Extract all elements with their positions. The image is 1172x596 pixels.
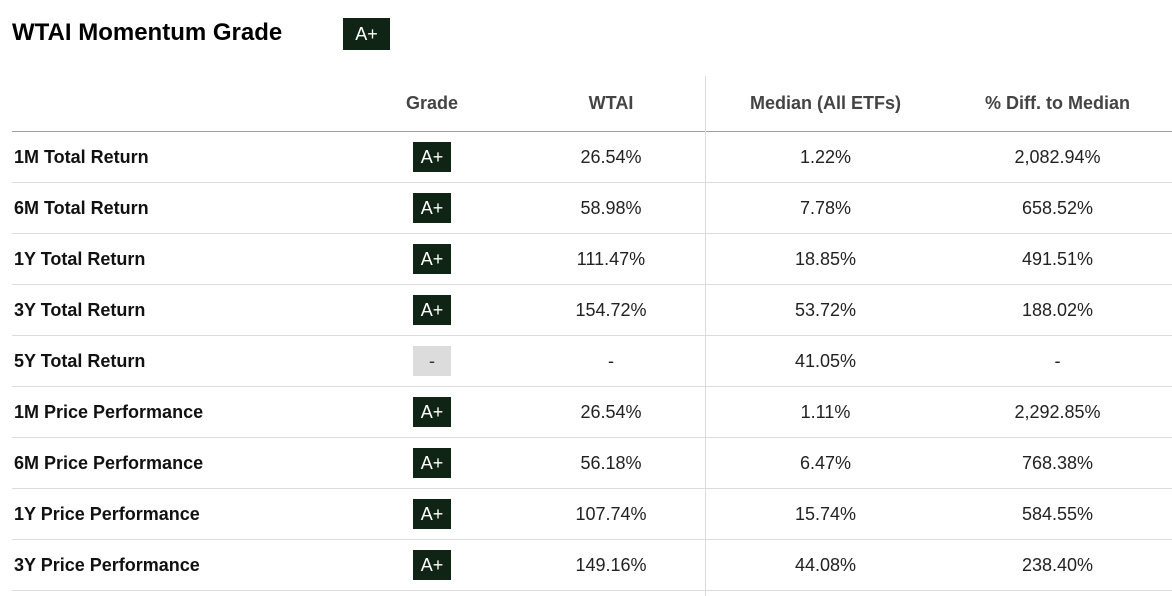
diff-value: 188.02%	[1021, 299, 1094, 320]
grade-badge: -	[413, 346, 451, 376]
grade-cell: A+	[350, 540, 514, 590]
grade-cell: A+	[350, 387, 514, 437]
row-label: 3Y Total Return	[14, 299, 146, 320]
median-value: 15.74%	[794, 503, 857, 524]
wtai-value: 58.98%	[580, 197, 642, 218]
overall-grade-badge: A+	[343, 18, 390, 50]
diff-value: 2,082.94%	[1014, 146, 1101, 167]
row-label: 1Y Total Return	[14, 248, 146, 269]
grade-cell: A+	[350, 285, 514, 335]
column-divider	[705, 76, 706, 596]
grade-badge: A+	[413, 448, 451, 478]
row-label: 1Y Price Performance	[14, 503, 200, 524]
page-title: WTAI Momentum Grade	[12, 19, 283, 46]
grade-cell: A+	[350, 234, 514, 284]
table-row: 6M Price Performance A+ 56.18% 6.47% 768.38%	[12, 438, 1172, 489]
table-row: 1M Total Return A+ 26.54% 1.22% 2,082.94%	[12, 132, 1172, 183]
table-row: 1M Price Performance A+ 26.54% 1.11% 2,292.8…	[12, 387, 1172, 438]
median-value: 44.08%	[794, 554, 857, 575]
table-row: 1Y Price Performance A+ 107.74% 15.74% 584.5…	[12, 489, 1172, 540]
wtai-value: 56.18%	[580, 452, 642, 473]
grade-cell: A+	[350, 489, 514, 539]
grade-badge: A+	[413, 295, 451, 325]
table-body: 1M Total Return A+ 26.54% 1.22% 2,082.94% 6M …	[12, 132, 1172, 591]
grade-cell: A+	[350, 132, 514, 182]
wtai-value: 154.72%	[575, 299, 647, 320]
table-row: 1Y Total Return A+ 111.47% 18.85% 491.51%	[12, 234, 1172, 285]
table-row: 3Y Total Return A+ 154.72% 53.72% 188.02%	[12, 285, 1172, 336]
column-header-median: Median (All ETFs)	[749, 93, 901, 113]
row-label: 1M Price Performance	[14, 401, 204, 422]
median-value: 1.11%	[800, 401, 851, 422]
momentum-table: Grade WTAI Median (All ETFs) % Diff. to …	[12, 76, 1172, 596]
median-value: 18.85%	[794, 248, 857, 269]
header: WTAI Momentum Grade	[12, 17, 282, 49]
median-value: 53.72%	[794, 299, 857, 320]
median-value: 1.22%	[799, 146, 852, 167]
grade-cell: A+	[350, 438, 514, 488]
table-row: 3Y Price Performance A+ 149.16% 44.08% 238.4…	[12, 540, 1172, 591]
wtai-value: 111.47%	[576, 248, 646, 269]
row-label: 3Y Price Performance	[14, 554, 200, 575]
table-row: 6M Total Return A+ 58.98% 7.78% 658.52%	[12, 183, 1172, 234]
row-label: 6M Total Return	[14, 197, 149, 218]
median-value: 7.78%	[799, 197, 852, 218]
diff-value: 768.38%	[1021, 452, 1094, 473]
wtai-value: 26.54%	[580, 401, 642, 422]
wtai-value: 26.54%	[580, 146, 642, 167]
grade-badge: A+	[413, 397, 451, 427]
diff-value: 491.51%	[1021, 248, 1094, 269]
row-label: 1M Total Return	[14, 146, 149, 167]
grade-cell: A+	[350, 183, 514, 233]
grade-badge: A+	[413, 499, 451, 529]
column-header-diff: % Diff. to Median	[985, 93, 1130, 113]
grade-badge: A+	[413, 550, 451, 580]
wtai-value: 107.74%	[575, 503, 647, 524]
grade-badge: A+	[413, 142, 451, 172]
diff-value: 658.52%	[1021, 197, 1094, 218]
table-header: Grade WTAI Median (All ETFs) % Diff. to …	[12, 76, 1172, 132]
diff-value: 2,292.85%	[1014, 401, 1101, 422]
wtai-value: -	[608, 350, 614, 371]
column-header-label	[12, 76, 350, 131]
row-label: 5Y Total Return	[14, 350, 146, 371]
column-header-wtai: WTAI	[588, 93, 634, 113]
column-header-grade: Grade	[405, 93, 459, 113]
diff-value: -	[1054, 350, 1061, 371]
grade-cell: -	[350, 336, 514, 386]
grade-badge: A+	[413, 193, 451, 223]
grade-badge: A+	[413, 244, 451, 274]
wtai-value: 149.16%	[575, 554, 647, 575]
diff-value: 584.55%	[1021, 503, 1094, 524]
table-row: 5Y Total Return - - 41.05% -	[12, 336, 1172, 387]
median-value: 6.47%	[799, 452, 852, 473]
median-value: 41.05%	[794, 350, 857, 371]
row-label: 6M Price Performance	[14, 452, 204, 473]
diff-value: 238.40%	[1021, 554, 1094, 575]
